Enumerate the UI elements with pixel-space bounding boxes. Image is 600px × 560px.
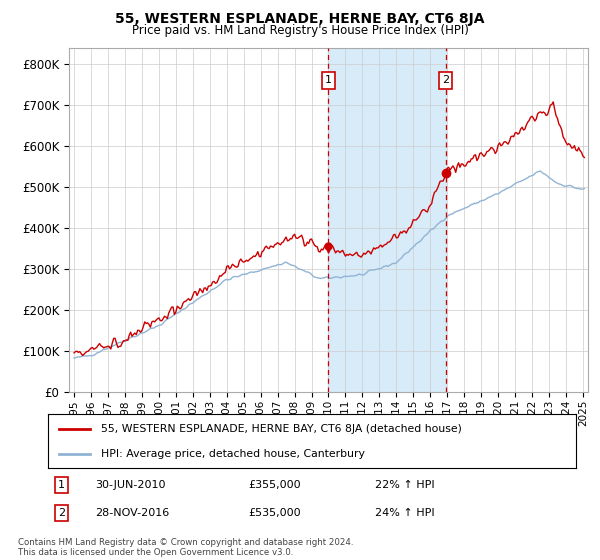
Bar — [328, 48, 446, 392]
Text: 30-JUN-2010: 30-JUN-2010 — [95, 480, 166, 490]
Text: 2: 2 — [58, 508, 65, 519]
Text: £355,000: £355,000 — [248, 480, 301, 490]
Text: £535,000: £535,000 — [248, 508, 301, 519]
Text: HPI: Average price, detached house, Canterbury: HPI: Average price, detached house, Cant… — [101, 449, 365, 459]
Text: 55, WESTERN ESPLANADE, HERNE BAY, CT6 8JA: 55, WESTERN ESPLANADE, HERNE BAY, CT6 8J… — [115, 12, 485, 26]
Text: 2: 2 — [442, 76, 449, 86]
Text: 22% ↑ HPI: 22% ↑ HPI — [376, 480, 435, 490]
Text: 28-NOV-2016: 28-NOV-2016 — [95, 508, 170, 519]
Text: 55, WESTERN ESPLANADE, HERNE BAY, CT6 8JA (detached house): 55, WESTERN ESPLANADE, HERNE BAY, CT6 8J… — [101, 424, 461, 435]
Text: 1: 1 — [58, 480, 65, 490]
Text: 24% ↑ HPI: 24% ↑ HPI — [376, 508, 435, 519]
Text: 1: 1 — [325, 76, 332, 86]
Text: Price paid vs. HM Land Registry's House Price Index (HPI): Price paid vs. HM Land Registry's House … — [131, 24, 469, 36]
Text: Contains HM Land Registry data © Crown copyright and database right 2024.
This d: Contains HM Land Registry data © Crown c… — [18, 538, 353, 557]
